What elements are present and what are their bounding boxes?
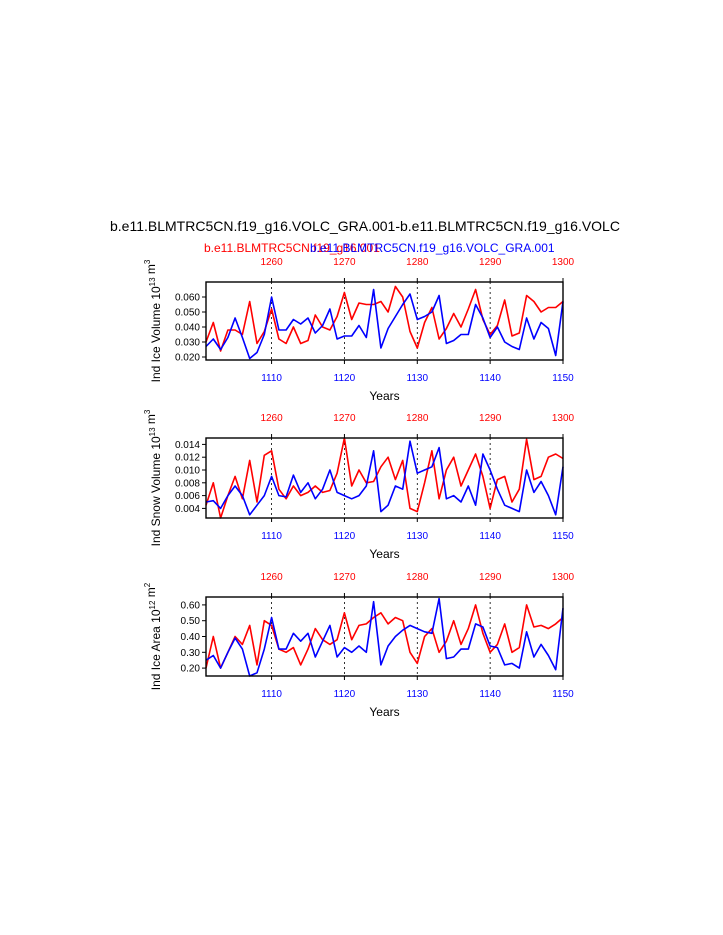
x-tick-label-top: 1290 <box>479 413 502 424</box>
series-line-red <box>205 437 564 519</box>
chart-panels: 0.020 0.030 0.040 0.050 0.060 1110 1120 1130 114… <box>143 257 575 719</box>
series-line-blue <box>205 597 564 677</box>
x-tick-label-bottom: 1150 <box>552 689 574 700</box>
x-tick-label-top: 1280 <box>406 257 429 268</box>
y-axis-label-part: m <box>144 264 158 277</box>
x-tick-label-bottom: 1130 <box>407 373 429 384</box>
legend-blue-label: b.e11.BLMTRC5CN.f19_g16.VOLC_GRA.001 <box>310 241 555 255</box>
y-tick-label: 0.30 <box>181 648 201 659</box>
x-tick-label-top: 1300 <box>552 257 575 268</box>
x-axis-label: Years <box>369 705 399 719</box>
x-tick-label-top: 1270 <box>333 257 356 268</box>
x-tick-label-bottom: 1110 <box>261 689 282 700</box>
x-tick-label-top: 1290 <box>479 257 502 268</box>
y-axis-label-part: m <box>144 414 158 427</box>
y-axis-label-part: Ind Ice Volume 10 <box>149 286 163 382</box>
x-tick-label-bottom: 1130 <box>407 531 429 542</box>
x-tick-label-bottom: 1140 <box>479 689 501 700</box>
y-axis-label-part: Ind Ice Area 10 <box>149 609 163 690</box>
x-tick-label-top: 1300 <box>552 413 575 424</box>
x-tick-label-top: 1280 <box>406 413 429 424</box>
y-tick-label: 0.012 <box>175 453 200 464</box>
x-tick-label-bottom: 1140 <box>479 373 501 384</box>
y-axis-label: Ind Ice Volume 1013 m3 <box>143 259 163 382</box>
x-tick-label-bottom: 1120 <box>334 531 356 542</box>
main-title: b.e11.BLMTRC5CN.f19_g16.VOLC_GRA.001-b.e… <box>110 218 620 234</box>
y-tick-label: 0.050 <box>175 308 200 319</box>
series-line-red <box>205 604 564 669</box>
y-axis-label-part: 2 <box>143 582 152 587</box>
y-tick-label: 0.50 <box>181 616 201 627</box>
x-tick-label-bottom: 1110 <box>261 531 282 542</box>
x-tick-label-top: 1260 <box>260 413 283 424</box>
series-line-blue <box>205 440 564 516</box>
series-line-blue <box>205 288 564 360</box>
y-tick-label: 0.030 <box>175 338 200 349</box>
panel-1: 0.020 0.030 0.040 0.050 0.060 1110 1120 1130 114… <box>143 257 575 403</box>
y-tick-label: 0.60 <box>181 600 201 611</box>
x-tick-label-bottom: 1120 <box>334 689 356 700</box>
x-tick-label-bottom: 1120 <box>334 373 356 384</box>
y-tick-label: 0.014 <box>175 440 200 451</box>
y-axis-label-part: 13 <box>148 277 157 286</box>
y-axis-label: Ind Snow Volume 1013 m3 <box>143 409 163 546</box>
y-axis-label-part: 3 <box>143 259 152 264</box>
x-tick-label-top: 1270 <box>333 572 356 583</box>
y-tick-label: 0.006 <box>175 491 200 502</box>
y-tick-label: 0.40 <box>181 632 201 643</box>
x-tick-label-bottom: 1140 <box>479 531 501 542</box>
legend-red-label: b.e11.BLMTRC5CN.f19_g16.001 <box>204 241 380 255</box>
plot-frame <box>205 437 564 519</box>
y-tick-label: 0.040 <box>175 323 200 334</box>
y-tick-label: 0.008 <box>175 478 200 489</box>
x-tick-label-bottom: 1130 <box>407 689 429 700</box>
series-line-red <box>205 285 564 352</box>
y-axis-label-part: 13 <box>148 427 157 436</box>
x-tick-label-top: 1270 <box>333 413 356 424</box>
x-tick-label-top: 1290 <box>479 572 502 583</box>
y-tick-label: 0.004 <box>175 504 200 515</box>
y-axis-label-part: 3 <box>143 409 152 414</box>
plot-frame <box>205 281 564 361</box>
y-tick-label: 0.010 <box>175 466 200 477</box>
panel-3: 0.20 0.30 0.40 0.50 0.60 1110 1120 1130 1140 1150… <box>143 572 575 719</box>
y-axis-label-part: 12 <box>148 600 157 609</box>
y-axis-label-part: m <box>144 587 158 600</box>
x-tick-label-top: 1260 <box>260 257 283 268</box>
y-tick-label: 0.020 <box>175 353 200 364</box>
y-tick-label: 0.20 <box>181 664 201 675</box>
y-tick-label: 0.060 <box>175 293 200 304</box>
x-tick-label-bottom: 1150 <box>552 531 574 542</box>
y-axis-label: Ind Ice Area 1012 m2 <box>143 582 163 690</box>
x-tick-label-top: 1300 <box>552 572 575 583</box>
x-tick-label-top: 1260 <box>260 572 283 583</box>
x-axis-label: Years <box>369 389 399 403</box>
x-tick-label-bottom: 1110 <box>261 373 282 384</box>
x-tick-label-bottom: 1150 <box>552 373 574 384</box>
y-axis-label-part: Ind Snow Volume 10 <box>149 436 163 546</box>
x-axis-label: Years <box>369 547 399 561</box>
x-tick-label-top: 1280 <box>406 572 429 583</box>
